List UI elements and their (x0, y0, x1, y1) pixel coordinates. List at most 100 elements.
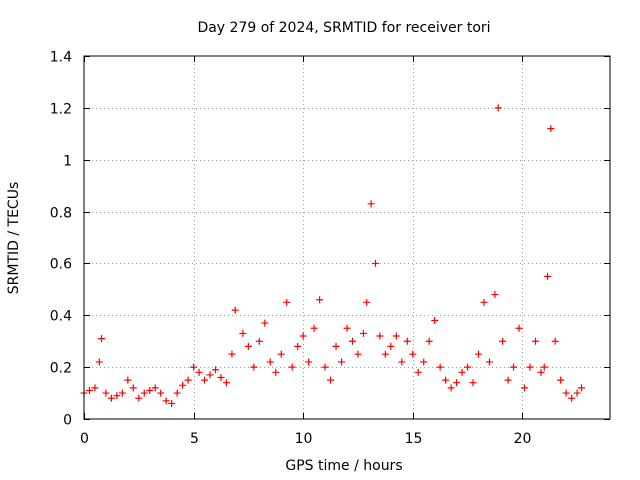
plot-area (84, 56, 610, 419)
data-point (420, 358, 428, 366)
data-point (327, 376, 335, 384)
data-point (135, 394, 143, 402)
data-point (157, 389, 165, 397)
data-point (392, 332, 400, 340)
data-point (222, 379, 230, 387)
data-point (510, 363, 518, 371)
data-point (431, 316, 439, 324)
data-point (562, 389, 570, 397)
data-point (250, 363, 258, 371)
data-point (184, 376, 192, 384)
chart-title: Day 279 of 2024, SRMTID for receiver tor… (197, 20, 490, 36)
data-point (363, 298, 371, 306)
data-point (231, 306, 239, 314)
y-axis-label: SRMTID / TECUs (6, 182, 22, 295)
y-tick-label: 0.8 (50, 206, 72, 222)
data-point (442, 376, 450, 384)
data-point (398, 358, 406, 366)
data-point (573, 389, 581, 397)
data-point (354, 350, 362, 358)
data-point (504, 376, 512, 384)
data-point (551, 337, 559, 345)
y-tick-label: 0.2 (50, 361, 72, 377)
data-point (409, 350, 417, 358)
x-tick-label: 0 (80, 431, 89, 447)
y-tick-label: 0 (63, 413, 72, 429)
data-point (179, 381, 187, 389)
data-point (578, 384, 586, 392)
data-point (283, 298, 291, 306)
data-point (475, 350, 482, 358)
data-point (255, 337, 263, 345)
data-point (338, 358, 346, 366)
data-point (118, 389, 126, 397)
data-point (299, 332, 307, 340)
data-point (305, 358, 313, 366)
data-point (321, 363, 329, 371)
data-point (316, 296, 324, 304)
data-point (266, 358, 274, 366)
data-point (162, 397, 170, 405)
data-point (206, 371, 214, 379)
data-point (499, 337, 507, 345)
data-point (140, 389, 148, 397)
data-point (173, 389, 181, 397)
data-point (371, 259, 379, 267)
data-point (515, 324, 523, 332)
data-point (294, 342, 302, 350)
data-point (557, 376, 565, 384)
data-point (526, 363, 534, 371)
data-point (95, 358, 103, 366)
data-point (124, 376, 132, 384)
x-tick-label: 15 (405, 431, 423, 447)
data-point (151, 384, 159, 392)
data-point (332, 342, 340, 350)
data-point (212, 366, 219, 374)
plot-frame (83, 55, 611, 420)
data-point (343, 324, 351, 332)
y-tick-label: 0.6 (50, 257, 72, 273)
data-point (367, 200, 375, 208)
data-point (217, 374, 225, 382)
data-point (425, 337, 433, 345)
data-point (201, 376, 209, 384)
data-point (458, 368, 466, 376)
data-point (348, 337, 356, 345)
data-point (387, 342, 395, 350)
data-point (359, 329, 367, 337)
data-point (376, 332, 384, 340)
y-tick-label: 1.2 (50, 102, 72, 118)
data-point (494, 104, 502, 112)
data-point (190, 363, 198, 371)
data-point (228, 350, 236, 358)
data-point (469, 379, 477, 387)
data-point (85, 386, 93, 394)
data-point (288, 363, 296, 371)
data-point (310, 324, 318, 332)
data-point (485, 358, 493, 366)
data-point (129, 384, 137, 392)
data-point (547, 125, 555, 133)
x-axis-label: GPS time / hours (285, 458, 402, 474)
data-point (544, 272, 552, 280)
data-point (146, 386, 154, 394)
data-point (537, 368, 545, 376)
y-tick-label: 1.4 (50, 50, 72, 66)
data-point (531, 337, 539, 345)
data-point (195, 368, 203, 376)
data-point (453, 379, 461, 387)
data-point (568, 394, 576, 402)
data-point (480, 298, 488, 306)
grid-lines (84, 56, 610, 419)
data-point (521, 384, 529, 392)
x-tick-label: 5 (190, 431, 199, 447)
data-point (381, 350, 389, 358)
data-point (540, 363, 548, 371)
data-point (272, 368, 280, 376)
data-point (244, 342, 252, 350)
data-point (107, 394, 115, 402)
data-point (91, 384, 99, 392)
y-tick-label: 1 (63, 154, 72, 170)
data-point (491, 291, 499, 299)
